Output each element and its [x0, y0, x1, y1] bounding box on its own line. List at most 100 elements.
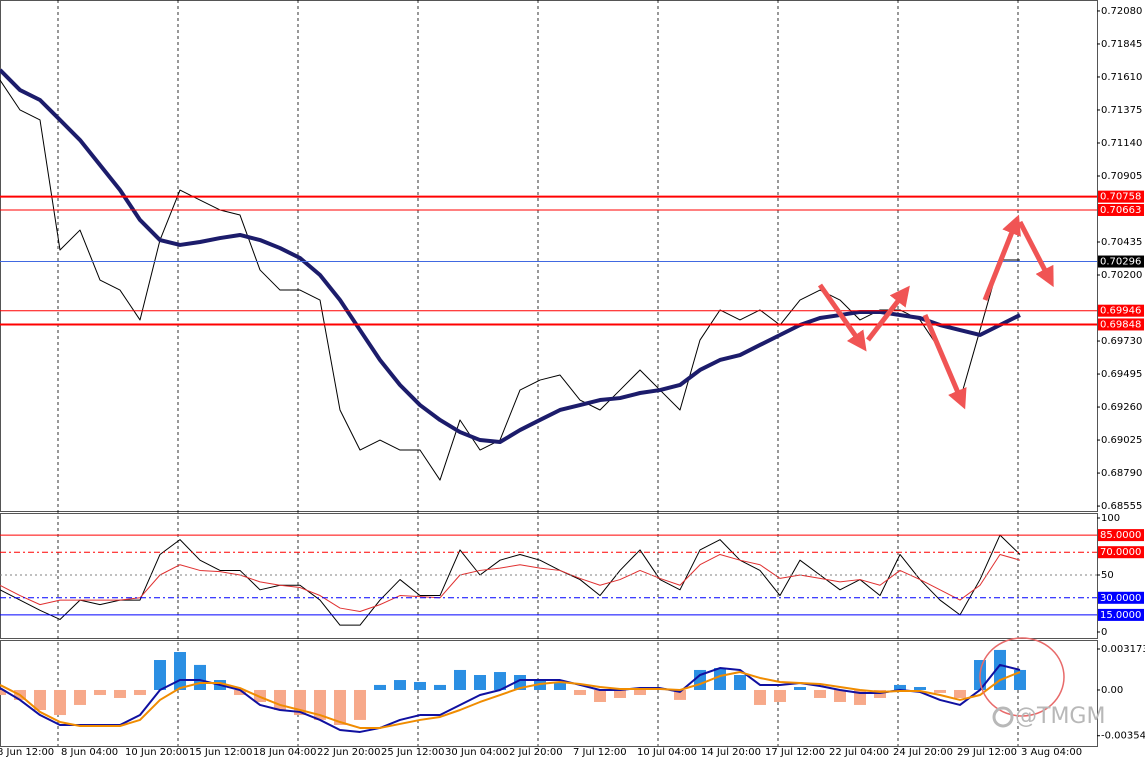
watermark-logo	[992, 706, 1014, 728]
watermark: @TMGM	[1015, 704, 1105, 729]
x-tick-label: 24 Jul 20:00	[893, 747, 953, 758]
y-tick-label: 0.70200	[1101, 270, 1142, 281]
y-tick-label: 0.69495	[1101, 369, 1142, 380]
y-tick-label: 0.68555	[1101, 501, 1142, 512]
level-label-box	[1098, 529, 1144, 542]
histogram-bar	[174, 652, 186, 690]
level-label: 0.70758	[1100, 192, 1141, 203]
level-label: 0.70296	[1100, 257, 1141, 268]
x-tick-label: 22 Jul 04:00	[829, 747, 889, 758]
y-tick-label: 0.70435	[1101, 237, 1142, 248]
x-tick-label: 8 Jun 04:00	[61, 747, 118, 758]
panel-frame	[0, 0, 1098, 512]
x-tick-label: 8 Jun 12:00	[0, 747, 54, 758]
x-tick-label: 10 Jun 20:00	[125, 747, 189, 758]
arrow	[982, 214, 1021, 301]
series-line	[0, 534, 1021, 626]
level-label: 0.69946	[1100, 306, 1141, 317]
histogram-bar	[434, 684, 446, 690]
y-tick-label: 0.71610	[1101, 72, 1142, 83]
x-tick-label: 17 Jul 12:00	[765, 747, 825, 758]
highlight-circle	[979, 637, 1065, 717]
y-tick-label: 0.68790	[1101, 468, 1142, 479]
histogram-bar	[494, 672, 506, 690]
panel-frame	[0, 513, 1098, 639]
histogram-bar	[194, 664, 206, 690]
histogram-bar	[34, 689, 46, 710]
y-tick-label: 0.0031736	[1101, 644, 1145, 655]
arrow	[817, 283, 867, 352]
histogram-bar	[934, 689, 946, 693]
histogram-bar	[994, 649, 1006, 690]
y-tick-label: 0.69730	[1101, 336, 1142, 347]
level-label: 15.0000	[1100, 610, 1141, 621]
histogram-bar	[634, 689, 646, 696]
histogram-bar	[794, 687, 806, 690]
level-label-box	[1098, 608, 1144, 621]
level-label: 0.69848	[1100, 319, 1141, 330]
y-tick-label: 50	[1101, 570, 1114, 581]
histogram-bar	[874, 689, 886, 698]
histogram-bar	[94, 689, 106, 696]
histogram-bar	[714, 668, 726, 690]
histogram-bar	[74, 689, 86, 705]
histogram-bar	[54, 689, 66, 716]
level-label-box	[1098, 255, 1144, 268]
series-line	[0, 79, 1020, 481]
series-line	[0, 68, 1021, 445]
y-tick-label: 0.69025	[1101, 435, 1142, 446]
arrow	[866, 285, 910, 342]
x-tick-label: 2 Jul 20:00	[509, 747, 563, 758]
histogram-bar	[894, 684, 906, 690]
level-label: 70.0000	[1100, 547, 1141, 558]
level-label-box	[1098, 318, 1144, 331]
level-label: 30.0000	[1100, 593, 1141, 604]
level-label: 85.0000	[1100, 530, 1141, 541]
x-tick-label: 7 Jul 12:00	[573, 747, 627, 758]
x-tick-label: 29 Jul 12:00	[957, 747, 1017, 758]
y-tick-label: 0	[1101, 627, 1107, 638]
histogram-bar	[594, 689, 606, 702]
histogram-bar	[374, 684, 386, 690]
x-tick-label: 30 Jun 04:00	[445, 747, 509, 758]
histogram-bar	[354, 689, 366, 720]
level-label-box	[1098, 546, 1144, 559]
y-tick-label: 0.71140	[1101, 138, 1142, 149]
level-label-box	[1098, 304, 1144, 317]
histogram-bar	[734, 675, 746, 690]
histogram-bar	[754, 689, 766, 705]
x-tick-label: 3 Aug 04:00	[1021, 747, 1082, 758]
histogram-bar	[334, 689, 346, 725]
level-label-box	[1098, 190, 1144, 203]
x-tick-label: 18 Jun 04:00	[253, 747, 317, 758]
y-tick-label: 0.70905	[1101, 171, 1142, 182]
histogram-bar	[314, 689, 326, 720]
y-tick-label: 0.00	[1101, 685, 1123, 696]
histogram-bar	[134, 689, 146, 696]
histogram-bar	[954, 689, 966, 698]
histogram-bar	[814, 689, 826, 698]
histogram-bar	[114, 689, 126, 698]
histogram-bar	[574, 689, 586, 696]
y-tick-label: 100	[1101, 513, 1120, 524]
series-line	[0, 671, 1021, 729]
histogram-bar	[514, 675, 526, 690]
annotation-arrows	[817, 214, 1054, 410]
histogram-bar	[614, 689, 626, 698]
arrow	[1017, 220, 1054, 288]
level-label-box	[1098, 591, 1144, 604]
x-tick-label: 10 Jul 04:00	[637, 747, 697, 758]
histogram-bar	[0, 689, 6, 696]
histogram-bar	[394, 680, 406, 690]
y-tick-label: 0.71375	[1101, 105, 1142, 116]
histogram-bar	[834, 689, 846, 702]
y-tick-label: 0.72080	[1101, 6, 1142, 17]
histogram-bar	[554, 681, 566, 690]
series-line	[0, 663, 1021, 733]
x-tick-label: 25 Jun 12:00	[381, 747, 445, 758]
histogram-bar	[914, 687, 926, 690]
y-tick-label: 0.69260	[1101, 402, 1142, 413]
